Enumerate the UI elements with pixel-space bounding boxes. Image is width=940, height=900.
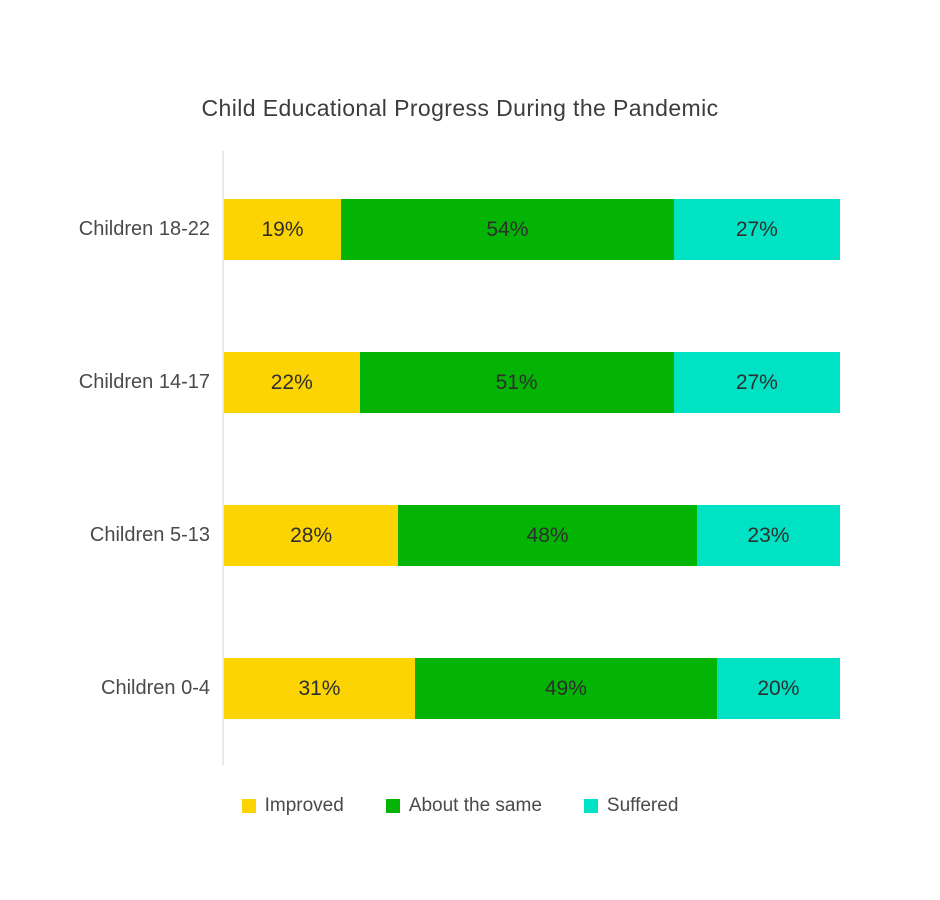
y-axis-line [222,151,224,765]
chart-title: Child Educational Progress During the Pa… [201,95,719,122]
legend-label: Suffered [606,795,679,816]
value-label: 23% [747,523,790,547]
bar-segment-suffered: 23% [696,505,840,566]
value-label: 28% [290,523,333,547]
value-label: 27% [735,370,778,394]
category-label: Children 14-17 [78,371,210,393]
legend-swatch [241,799,256,813]
category-label: Children 5-13 [89,524,210,546]
legend-label: About the same [408,795,542,816]
chart-row: Children 5-13 28% 48% 23% [0,505,840,566]
bar-segment-about-the-same: 49% [414,658,717,719]
bar-segment-suffered: 20% [716,658,840,719]
value-label: 54% [486,217,529,241]
category-label: Children 18-22 [78,218,210,240]
bar-track: 22% 51% 27% [224,352,840,413]
bar-track: 28% 48% 23% [224,505,840,566]
bar-track: 31% 49% 20% [224,658,840,719]
bar-segment-improved: 22% [224,352,360,413]
bar-track: 19% 54% 27% [224,199,840,260]
chart-row: Children 14-17 22% 51% 27% [0,352,840,413]
chart-row: Children 18-22 19% 54% 27% [0,199,840,260]
chart-row: Children 0-4 31% 49% 20% [0,658,840,719]
value-label: 27% [735,217,778,241]
bar-segment-about-the-same: 54% [341,199,674,260]
legend-label: Improved [264,795,344,816]
legend: Improved About the same Suffered [0,795,920,817]
value-label: 48% [526,523,569,547]
bar-segment-suffered: 27% [673,352,840,413]
bar-segment-suffered: 27% [673,199,840,260]
bar-segment-improved: 28% [224,505,399,566]
legend-item: Suffered [583,795,679,817]
legend-item: Improved [241,795,344,817]
legend-swatch [583,799,598,813]
value-label: 22% [270,370,313,394]
value-label: 19% [261,217,304,241]
bar-segment-about-the-same: 48% [398,505,697,566]
legend-swatch [385,799,400,813]
legend-item: About the same [385,795,542,817]
value-label: 51% [495,370,538,394]
value-label: 31% [298,676,341,700]
value-label: 20% [757,676,800,700]
value-label: 49% [544,676,587,700]
category-label: Children 0-4 [101,677,210,699]
bar-rows: Children 18-22 19% 54% 27% Children 14-17 22%… [0,199,840,811]
bar-segment-about-the-same: 51% [359,352,674,413]
bar-segment-improved: 31% [224,658,415,719]
bar-segment-improved: 19% [224,199,342,260]
